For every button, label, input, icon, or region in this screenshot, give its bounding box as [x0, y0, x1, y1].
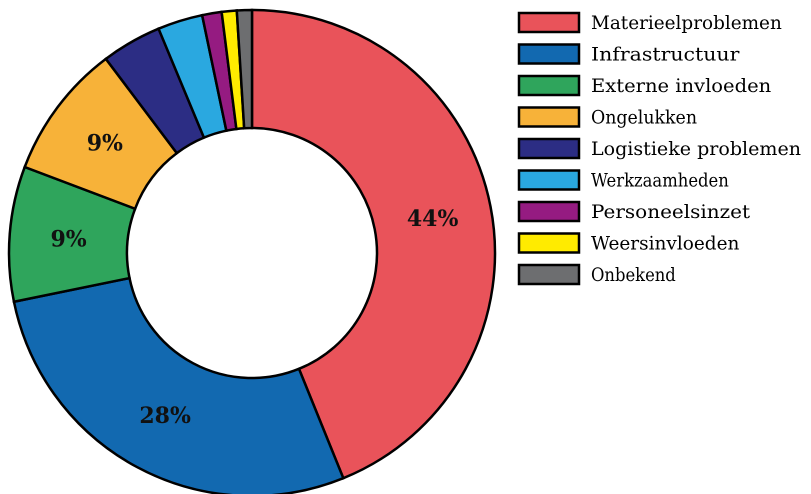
slice-materieelproblemen	[250, 8, 497, 480]
data-label-ongelukken: 9%	[87, 131, 123, 157]
legend-swatch-infrastructuur	[517, 43, 581, 65]
legend-swatch-materieelproblemen	[517, 11, 581, 34]
legend-swatch-werkzaamheden	[517, 169, 581, 191]
legend-label-infrastructuur: Infrastructuur	[591, 44, 740, 66]
legend-label-onbekend: Onbekend	[591, 264, 676, 286]
legend-swatch-weersinvloeden	[517, 232, 581, 254]
legend-swatch-logistieke-problemen	[517, 137, 581, 160]
legend-label-weersinvloeden: Weersinvloeden	[591, 233, 739, 255]
legend: Materieelproblemen Infrastructuur Externe …	[517, 11, 801, 286]
data-labels: 44% 28% 9% 9%	[50, 131, 458, 430]
data-label-externe-invloeden: 9%	[50, 226, 86, 252]
legend-swatch-personeelsinzet	[517, 200, 581, 223]
legend-label-logistieke-problemen: Logistieke problemen	[591, 138, 801, 160]
legend-label-werkzaamheden: Werkzaamheden	[591, 170, 729, 192]
legend-swatch-onbekend	[517, 263, 581, 286]
legend-swatch-externe-invloeden	[517, 74, 581, 97]
data-label-infrastructuur: 28%	[139, 403, 191, 429]
data-label-materieelproblemen: 44%	[407, 206, 459, 232]
legend-label-externe-invloeden: Externe invloeden	[591, 75, 771, 97]
legend-label-personeelsinzet: Personeelsinzet	[591, 201, 750, 223]
legend-label-materieelproblemen: Materieelproblemen	[591, 12, 782, 34]
legend-swatch-ongelukken	[517, 106, 581, 128]
donut-slices	[7, 8, 497, 494]
slice-onbekend	[235, 8, 254, 130]
slice-infrastructuur	[12, 276, 345, 494]
legend-label-ongelukken: Ongelukken	[591, 107, 697, 129]
